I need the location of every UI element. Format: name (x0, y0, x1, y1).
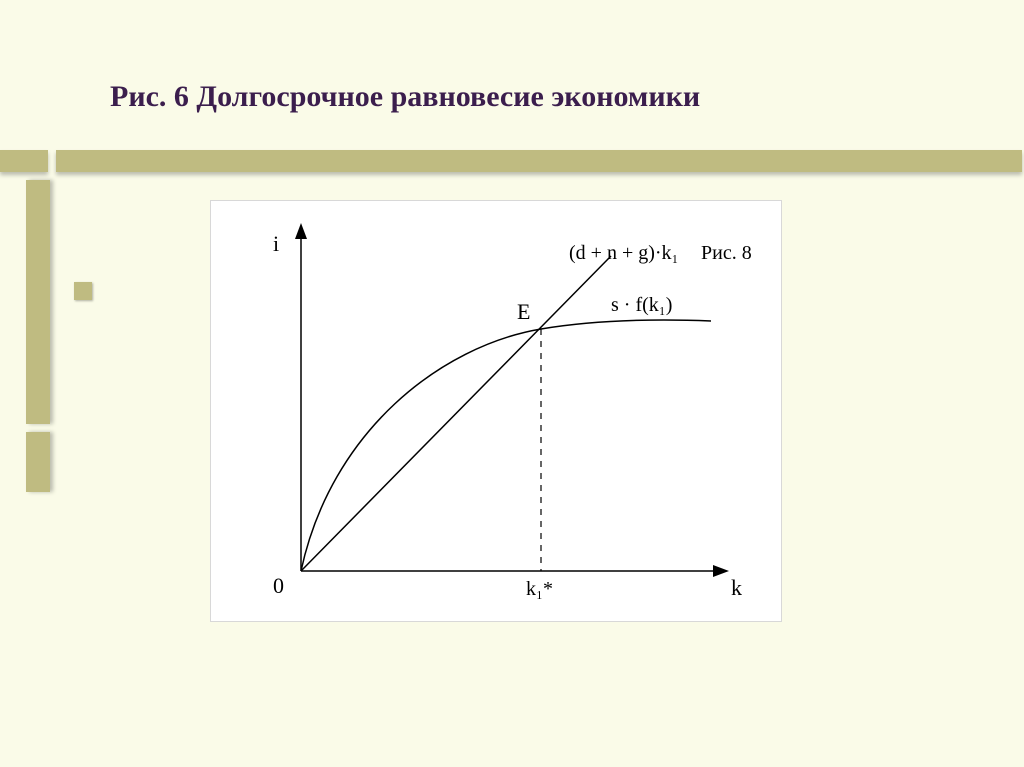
slide-title: Рис. 6 Долгосрочное равновесие экономики (110, 80, 700, 114)
equilibrium-point-label: E (517, 299, 530, 324)
decor-bar-left-upper (26, 180, 50, 424)
saving-curve (301, 320, 711, 571)
decor-bar-top-left (0, 150, 48, 172)
y-axis-arrow-icon (295, 223, 307, 239)
slide: Рис. 6 Долгосрочное равновесие экономики… (0, 0, 1024, 767)
k-star-label: k₁* (526, 578, 553, 600)
x-axis-label: k (731, 575, 742, 600)
decor-bullet (74, 282, 92, 300)
breakeven-line (301, 256, 611, 571)
figure-caption: Рис. 8 (701, 242, 752, 264)
chart-container: i 0 k k₁* E (d + n + g)·k₁ s · f(k₁) Рис… (210, 200, 782, 622)
decor-bar-left-lower (26, 432, 50, 492)
y-axis-label: i (273, 231, 279, 256)
equilibrium-chart: i 0 k k₁* E (d + n + g)·k₁ s · f(k₁) Рис… (211, 201, 781, 621)
origin-label: 0 (273, 573, 284, 598)
x-axis-arrow-icon (713, 565, 729, 577)
decor-bar-top-right (56, 150, 1022, 172)
breakeven-line-label: (d + n + g)·k₁ (569, 242, 679, 264)
saving-curve-label: s · f(k₁) (611, 294, 672, 316)
